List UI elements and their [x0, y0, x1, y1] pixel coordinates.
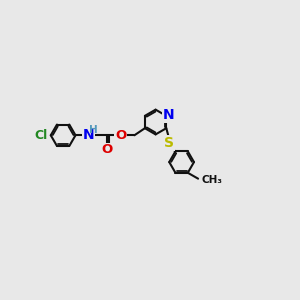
Text: S: S [164, 136, 174, 150]
Text: H: H [89, 125, 98, 135]
Text: Cl: Cl [34, 129, 47, 142]
Text: CH₃: CH₃ [201, 175, 222, 185]
Text: O: O [115, 129, 127, 142]
Text: O: O [101, 143, 112, 157]
Text: N: N [82, 128, 94, 142]
Text: N: N [163, 108, 175, 122]
